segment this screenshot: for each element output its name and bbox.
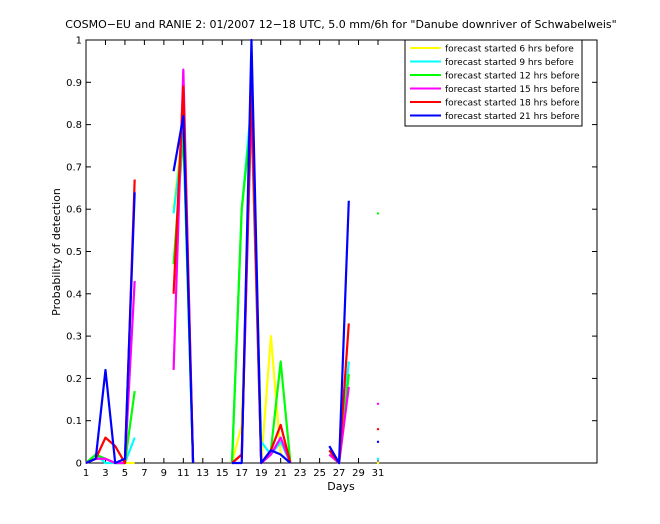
y-tick-label: 0.3 xyxy=(66,332,82,343)
y-tick-label: 0.5 xyxy=(66,247,82,258)
y-tick-label: 0.2 xyxy=(66,374,82,385)
point xyxy=(376,427,380,431)
y-tick-label: 0 xyxy=(76,459,82,470)
point xyxy=(376,440,380,444)
legend-label: forecast started 9 hrs before xyxy=(445,58,574,68)
chart-title: COSMO−EU and RANIE 2: 01/2007 12−18 UTC,… xyxy=(65,18,616,31)
x-tick-label: 15 xyxy=(216,468,229,479)
x-tick-label: 11 xyxy=(177,468,190,479)
point xyxy=(376,402,380,405)
y-tick-label: 0.6 xyxy=(66,205,82,216)
legend xyxy=(404,39,583,127)
x-axis-label: Days xyxy=(327,480,355,493)
x-tick-label: 17 xyxy=(235,468,248,479)
y-tick-label: 0.7 xyxy=(66,162,82,173)
y-tick-label: 0.9 xyxy=(66,78,82,89)
y-tick-label: 0.4 xyxy=(66,289,82,300)
legend-label: forecast started 12 hrs before xyxy=(445,72,580,82)
legend-label: forecast started 6 hrs before xyxy=(445,45,574,55)
x-tick-label: 23 xyxy=(294,468,307,479)
x-tick-label: 7 xyxy=(141,468,147,479)
legend-label: forecast started 15 hrs before xyxy=(445,85,580,95)
x-tick-label: 9 xyxy=(161,468,167,479)
x-tick-label: 29 xyxy=(352,468,365,479)
legend-label: forecast started 21 hrs before xyxy=(445,112,580,122)
x-tick-label: 31 xyxy=(372,468,385,479)
point xyxy=(376,457,380,460)
x-tick-label: 1 xyxy=(83,468,89,479)
x-tick-label: 13 xyxy=(196,468,209,479)
x-tick-label: 19 xyxy=(255,468,268,479)
x-tick-label: 25 xyxy=(313,468,326,479)
legend-label: forecast started 18 hrs before xyxy=(445,99,580,109)
y-tick-label: 0.8 xyxy=(66,120,82,131)
point xyxy=(376,212,380,215)
y-axis-label: Probability of detection xyxy=(50,188,63,316)
y-tick-label: 1 xyxy=(76,36,82,47)
x-tick-label: 27 xyxy=(333,468,346,479)
y-tick-label: 0.1 xyxy=(66,416,82,427)
x-tick-label: 21 xyxy=(274,468,287,479)
point xyxy=(376,461,380,465)
x-tick-label: 5 xyxy=(122,468,128,479)
x-tick-label: 3 xyxy=(102,468,108,479)
